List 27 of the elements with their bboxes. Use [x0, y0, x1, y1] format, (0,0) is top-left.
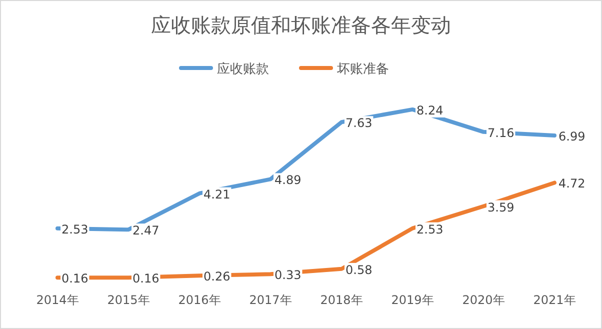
data-label: 8.24 [416, 103, 444, 118]
x-tick-label: 2018年 [320, 293, 363, 307]
legend-label: 应收账款 [217, 61, 269, 77]
data-label: 0.16 [132, 272, 160, 286]
data-label: 4.72 [558, 176, 586, 191]
data-label: 2.53 [62, 222, 88, 236]
data-label: 7.63 [346, 116, 372, 130]
x-tick-label: 2020年 [462, 293, 505, 307]
data-label: 3.59 [488, 200, 514, 214]
x-tick-label: 2014年 [36, 293, 79, 307]
x-tick-label: 2017年 [249, 293, 292, 307]
data-label: 7.16 [488, 126, 514, 140]
x-tick-label: 2021年 [533, 293, 576, 307]
x-tick-label: 2019年 [391, 293, 434, 307]
data-label: 2.53 [416, 222, 444, 236]
data-label: 6.99 [558, 129, 586, 144]
x-tick-label: 2016年 [178, 293, 221, 307]
data-label: 0.26 [204, 270, 230, 284]
x-tick-label: 2015年 [107, 293, 150, 307]
data-label: 4.21 [204, 187, 230, 202]
data-label: 0.33 [274, 268, 302, 282]
data-label: 0.16 [62, 272, 88, 286]
data-label: 2.47 [132, 224, 160, 238]
chart-title: 应收账款原值和坏账准备各年变动 [151, 13, 451, 37]
data-label: 0.58 [346, 262, 372, 277]
data-label: 4.89 [274, 173, 302, 188]
legend-label: 坏账准备 [336, 62, 389, 77]
